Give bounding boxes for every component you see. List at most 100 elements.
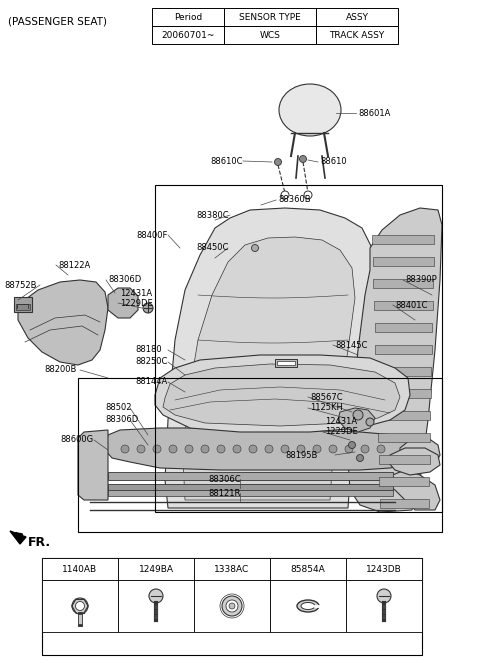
Circle shape bbox=[137, 445, 145, 453]
Bar bbox=[380, 499, 429, 508]
Text: 1338AC: 1338AC bbox=[215, 564, 250, 573]
Bar bbox=[224, 8, 316, 26]
Text: 88306D: 88306D bbox=[108, 276, 141, 284]
Text: 88360B: 88360B bbox=[278, 196, 311, 204]
Polygon shape bbox=[183, 237, 355, 500]
Bar bbox=[379, 477, 429, 486]
Bar bbox=[118, 558, 194, 580]
Circle shape bbox=[222, 596, 242, 616]
Text: 88250C: 88250C bbox=[135, 357, 168, 367]
Circle shape bbox=[265, 445, 273, 453]
Ellipse shape bbox=[301, 603, 315, 609]
Text: SENSOR TYPE: SENSOR TYPE bbox=[239, 13, 301, 21]
Bar bbox=[346, 558, 422, 580]
Bar bbox=[379, 455, 430, 464]
Text: 1229DE: 1229DE bbox=[120, 298, 153, 308]
Bar bbox=[374, 301, 432, 310]
Polygon shape bbox=[105, 428, 418, 470]
Polygon shape bbox=[10, 531, 26, 544]
Bar bbox=[378, 433, 430, 442]
Circle shape bbox=[169, 445, 177, 453]
Circle shape bbox=[249, 445, 257, 453]
Bar bbox=[194, 558, 270, 580]
Bar bbox=[152, 26, 224, 44]
Polygon shape bbox=[18, 280, 108, 365]
Text: 88601A: 88601A bbox=[358, 109, 390, 117]
Bar bbox=[377, 411, 431, 420]
Bar bbox=[42, 558, 422, 655]
Text: 12431A: 12431A bbox=[325, 418, 357, 426]
Circle shape bbox=[377, 445, 385, 453]
Bar bbox=[377, 389, 431, 398]
Circle shape bbox=[233, 445, 241, 453]
Text: 1125KH: 1125KH bbox=[310, 404, 343, 412]
Text: 88200B: 88200B bbox=[44, 365, 76, 375]
Circle shape bbox=[275, 158, 281, 166]
Text: 1243DB: 1243DB bbox=[366, 564, 402, 573]
Text: 88180: 88180 bbox=[135, 345, 162, 355]
Text: Period: Period bbox=[174, 13, 202, 21]
Circle shape bbox=[366, 418, 374, 426]
Text: 12431A: 12431A bbox=[120, 288, 152, 298]
Bar bbox=[78, 614, 82, 624]
Bar bbox=[373, 279, 433, 288]
Bar bbox=[118, 580, 194, 632]
Text: 88502: 88502 bbox=[105, 404, 132, 412]
Polygon shape bbox=[155, 355, 410, 432]
Text: 88610C: 88610C bbox=[211, 156, 243, 166]
Bar bbox=[152, 8, 224, 26]
Circle shape bbox=[217, 445, 225, 453]
Circle shape bbox=[300, 156, 307, 162]
Bar bbox=[316, 26, 398, 44]
Text: 88390P: 88390P bbox=[405, 276, 437, 284]
Circle shape bbox=[281, 445, 289, 453]
Bar bbox=[372, 235, 434, 244]
Text: 85854A: 85854A bbox=[290, 564, 325, 573]
Circle shape bbox=[153, 445, 161, 453]
Text: 88450C: 88450C bbox=[196, 243, 228, 253]
Bar bbox=[155, 185, 442, 512]
Text: 88122A: 88122A bbox=[58, 261, 90, 269]
Bar bbox=[346, 580, 422, 632]
Text: 88600G: 88600G bbox=[60, 436, 93, 444]
Bar bbox=[224, 26, 316, 44]
Text: 88380C: 88380C bbox=[196, 210, 228, 219]
Text: (PASSENGER SEAT): (PASSENGER SEAT) bbox=[8, 16, 107, 26]
Bar bbox=[194, 580, 270, 632]
Bar bbox=[375, 345, 432, 354]
Circle shape bbox=[75, 601, 84, 611]
Circle shape bbox=[348, 442, 356, 448]
Text: 88610: 88610 bbox=[320, 158, 347, 166]
Ellipse shape bbox=[279, 84, 341, 136]
Text: 88752B: 88752B bbox=[4, 280, 36, 290]
Circle shape bbox=[72, 598, 88, 614]
Bar bbox=[277, 361, 295, 365]
Circle shape bbox=[121, 445, 129, 453]
Text: 1229DE: 1229DE bbox=[325, 428, 358, 436]
Bar bbox=[14, 297, 32, 312]
Circle shape bbox=[361, 445, 369, 453]
Polygon shape bbox=[400, 438, 440, 470]
Text: 88567C: 88567C bbox=[310, 392, 343, 402]
Text: 88401C: 88401C bbox=[395, 300, 427, 310]
Circle shape bbox=[304, 191, 312, 199]
Text: ASSY: ASSY bbox=[346, 13, 369, 21]
Bar bbox=[78, 378, 442, 532]
Circle shape bbox=[226, 600, 238, 612]
Bar bbox=[42, 580, 118, 632]
Bar bbox=[374, 323, 432, 332]
Text: TRACK ASSY: TRACK ASSY bbox=[329, 30, 384, 40]
Bar bbox=[270, 580, 346, 632]
Circle shape bbox=[313, 445, 321, 453]
Polygon shape bbox=[78, 430, 108, 500]
Polygon shape bbox=[163, 364, 400, 426]
Text: 20060701~: 20060701~ bbox=[161, 30, 215, 40]
Bar bbox=[42, 558, 118, 580]
Text: 88400F: 88400F bbox=[137, 231, 168, 239]
Circle shape bbox=[329, 445, 337, 453]
Text: FR.: FR. bbox=[28, 536, 51, 548]
Circle shape bbox=[357, 455, 363, 461]
Text: 88306C: 88306C bbox=[208, 475, 240, 485]
Polygon shape bbox=[348, 208, 442, 512]
Circle shape bbox=[297, 445, 305, 453]
